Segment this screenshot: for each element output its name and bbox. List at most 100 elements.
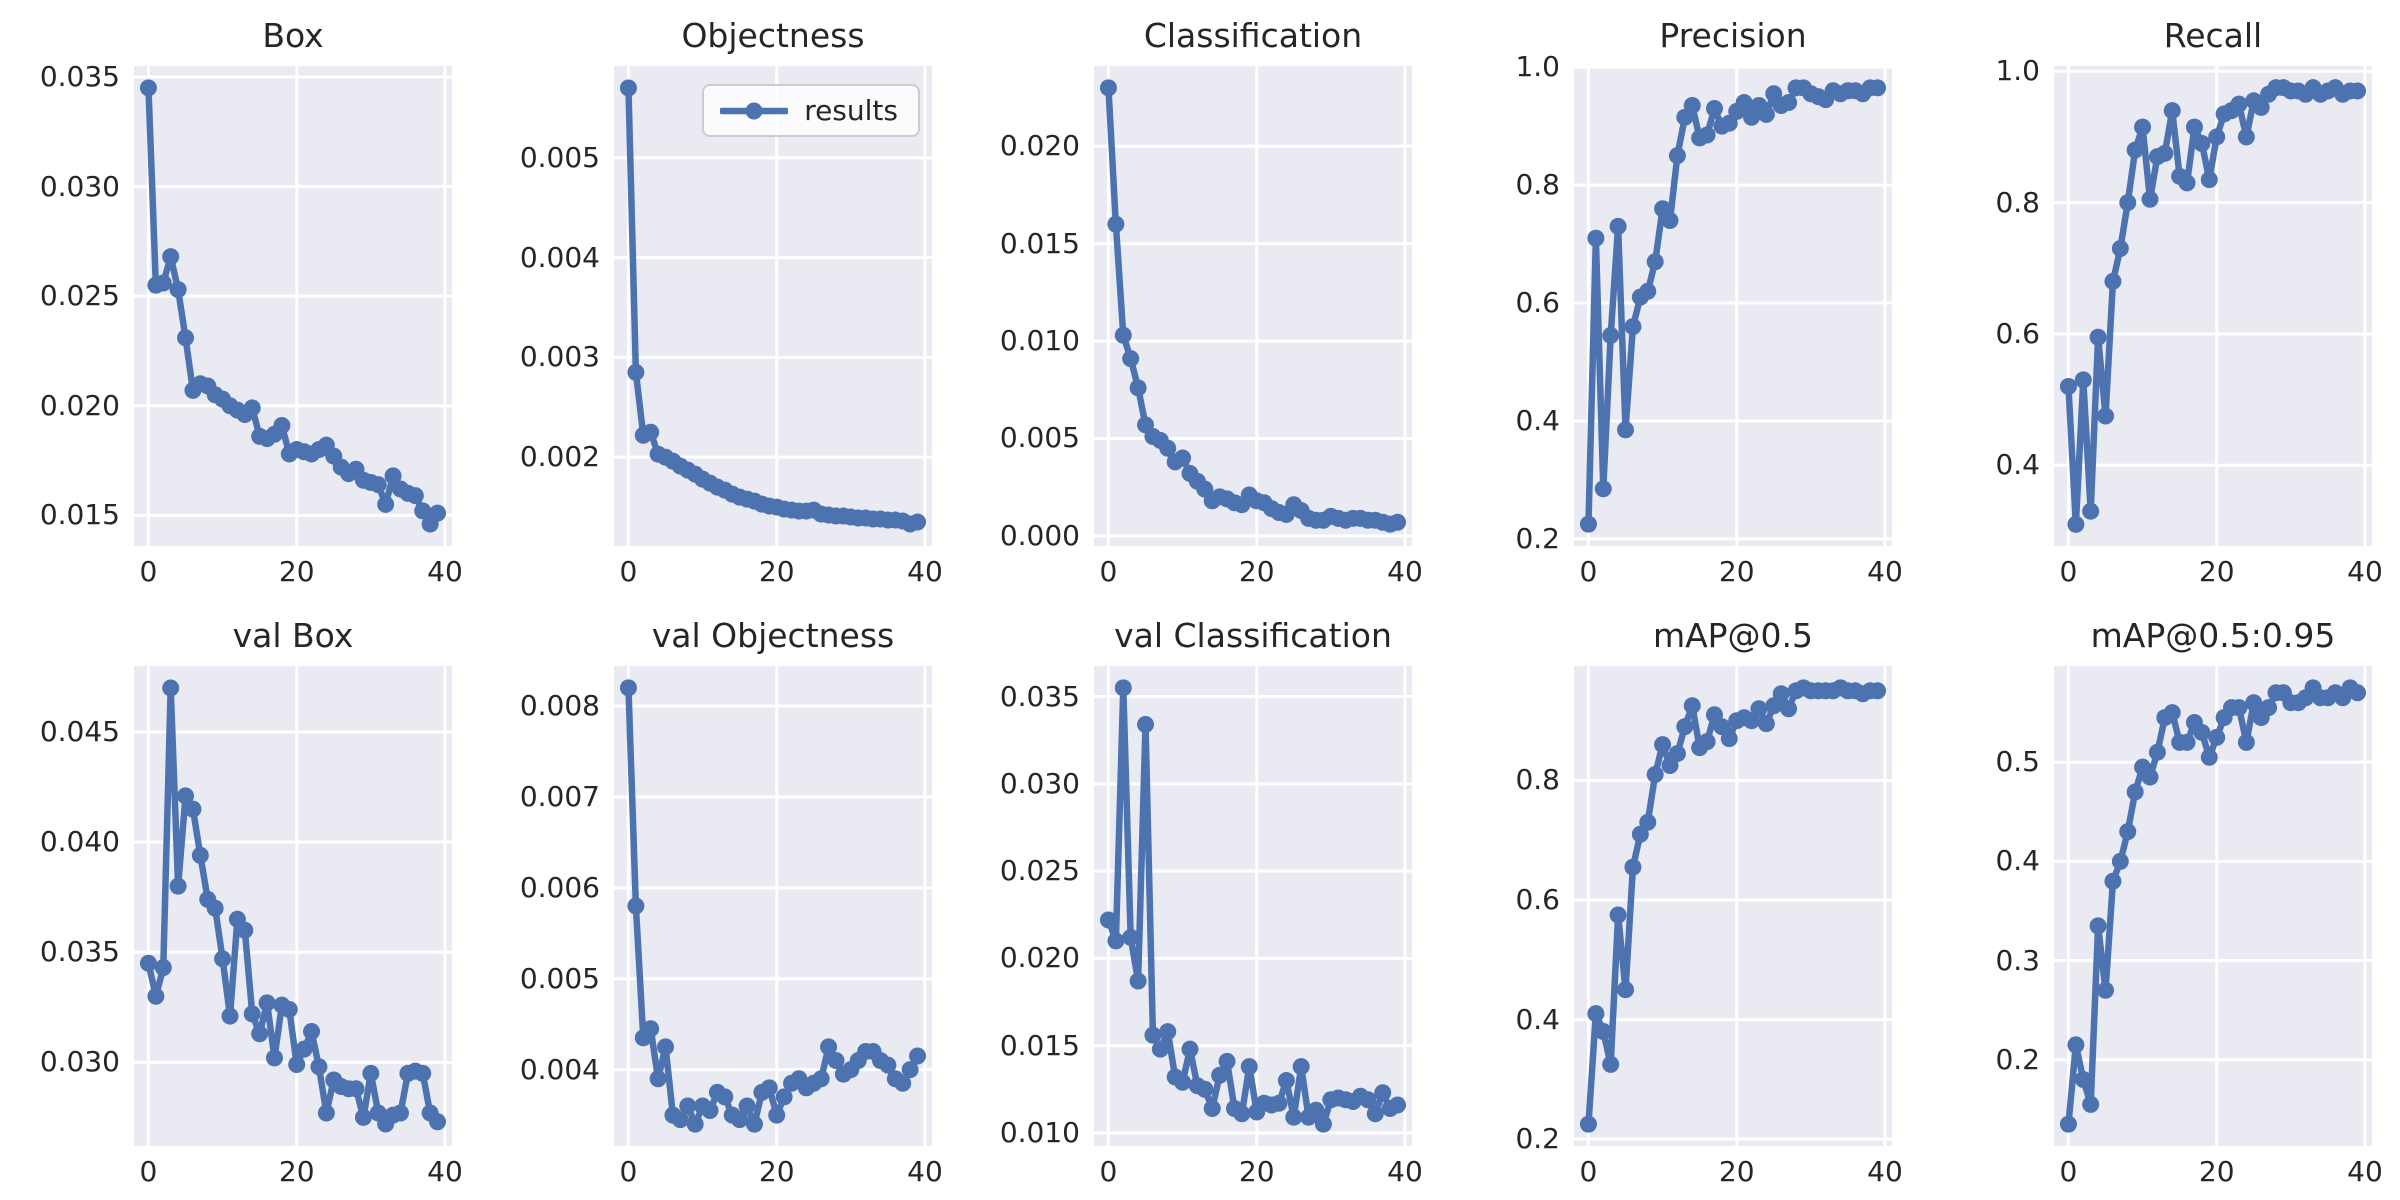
data-point-marker [2126,783,2144,801]
data-point-marker [2178,733,2196,751]
x-tick-label: 20 [278,555,315,588]
data-point-marker [642,423,660,441]
data-point-marker [1587,1005,1605,1023]
data-point-marker [1203,1099,1221,1117]
x-tick-label: 0 [2059,555,2078,588]
chart-canvas [1574,666,1892,1146]
x-tick-label: 20 [758,555,795,588]
data-point-marker [1594,1023,1612,1041]
x-tick-label: 40 [1867,555,1903,588]
data-point-marker [384,467,402,485]
y-tick-label: 0.025 [999,854,1080,888]
data-point-marker [391,1104,409,1122]
data-point-marker [214,950,232,968]
data-point-marker [243,1005,261,1023]
y-tick-label: 0.8 [1515,763,1560,797]
data-point-marker [2104,272,2122,290]
data-point-marker [1646,253,1664,271]
subplot-val-box: val Box 0.030 0.035 0.040 0.045 0 20 40 [0,600,480,1200]
y-tick-label: 0.003 [519,340,600,374]
data-point-marker [310,1058,328,1076]
data-point-marker [2126,141,2144,159]
x-tick-label: 40 [427,555,463,588]
data-point-marker [317,1104,335,1122]
data-point-marker [429,1113,447,1131]
subplot-title-recall: Recall [2163,16,2263,55]
results-line [2065,84,2361,528]
y-tick-label: 0.005 [519,140,600,174]
data-point-marker [2089,917,2107,935]
data-point-marker [2208,728,2226,746]
subplot-title-classification: Classification [1143,16,1363,55]
y-tick-label: 0.010 [999,324,1080,358]
data-point-marker [2141,190,2159,208]
x-tick-label: 20 [758,1155,795,1188]
data-point-marker [1366,1105,1384,1123]
data-point-marker [1609,906,1627,924]
data-point-marker [2245,694,2263,712]
data-point-marker [1780,700,1798,718]
subplot-val-classification: val Classification 0.010 0.015 0.020 0.025 0… [960,600,1440,1200]
data-point-marker [1285,1108,1303,1126]
data-point-marker [1129,972,1147,990]
data-point-marker [2059,1115,2077,1133]
data-point-marker [1869,79,1887,97]
data-point-marker [2074,371,2092,389]
data-point-marker [2237,733,2255,751]
data-point-marker [1389,513,1407,531]
data-point-marker [2252,98,2270,116]
data-point-marker [1144,1026,1162,1044]
data-point-marker [177,329,195,347]
data-point-marker [354,1108,372,1126]
data-point-marker [1307,1101,1325,1119]
y-tick-label: 0.030 [39,1045,120,1079]
subplot-title-val-classification: val Classification [1114,616,1392,655]
y-tick-label: 0.004 [519,240,600,274]
data-point-marker [1772,685,1790,703]
y-tick-label: 0.004 [519,1052,600,1086]
data-point-marker [2082,1095,2100,1113]
data-point-marker [1735,94,1753,112]
y-tick-label: 0.020 [39,388,120,422]
data-point-marker [2163,704,2181,722]
data-point-marker [2260,699,2278,717]
data-point-marker [1720,730,1738,748]
y-tick-label: 0.2 [1515,521,1560,555]
data-point-marker [686,1115,704,1133]
results-line [1105,684,1401,1128]
y-tick-label: 0.020 [999,129,1080,163]
data-point-marker [716,1088,734,1106]
data-point-marker [2230,95,2248,113]
x-tick-label: 20 [2198,555,2235,588]
legend-line-sample [720,102,789,119]
plot-area [614,666,932,1146]
chart-canvas [614,666,932,1146]
data-point-marker [1698,733,1716,751]
data-point-marker [2082,502,2100,520]
y-tick-label: 0.4 [1515,403,1560,437]
plot-area [2054,666,2372,1146]
data-point-marker [1314,1115,1332,1133]
data-point-marker [147,987,165,1005]
plot-area [1574,66,1892,546]
chart-canvas [134,666,452,1146]
data-point-marker [1683,697,1701,715]
data-point-marker [619,79,637,97]
data-point-marker [1668,745,1686,763]
data-point-marker [1602,1055,1620,1073]
data-point-marker [139,954,157,972]
plot-area [1094,666,1412,1146]
data-point-marker [820,1038,838,1056]
data-point-marker [1277,1072,1295,1090]
data-point-marker [894,1074,912,1092]
data-point-marker [1639,282,1657,300]
data-point-marker [1579,515,1597,533]
data-point-marker [251,1025,269,1043]
data-point-marker [2119,823,2137,841]
subplot-recall: Recall 0.4 0.6 0.8 1.0 0 20 40 [1920,0,2400,600]
data-point-marker [1196,1080,1214,1098]
subplot-objectness: Objectness results 0.002 0.003 0.004 0.005 0 2… [480,0,960,600]
data-point-marker [1129,379,1147,397]
data-point-marker [1107,215,1125,233]
